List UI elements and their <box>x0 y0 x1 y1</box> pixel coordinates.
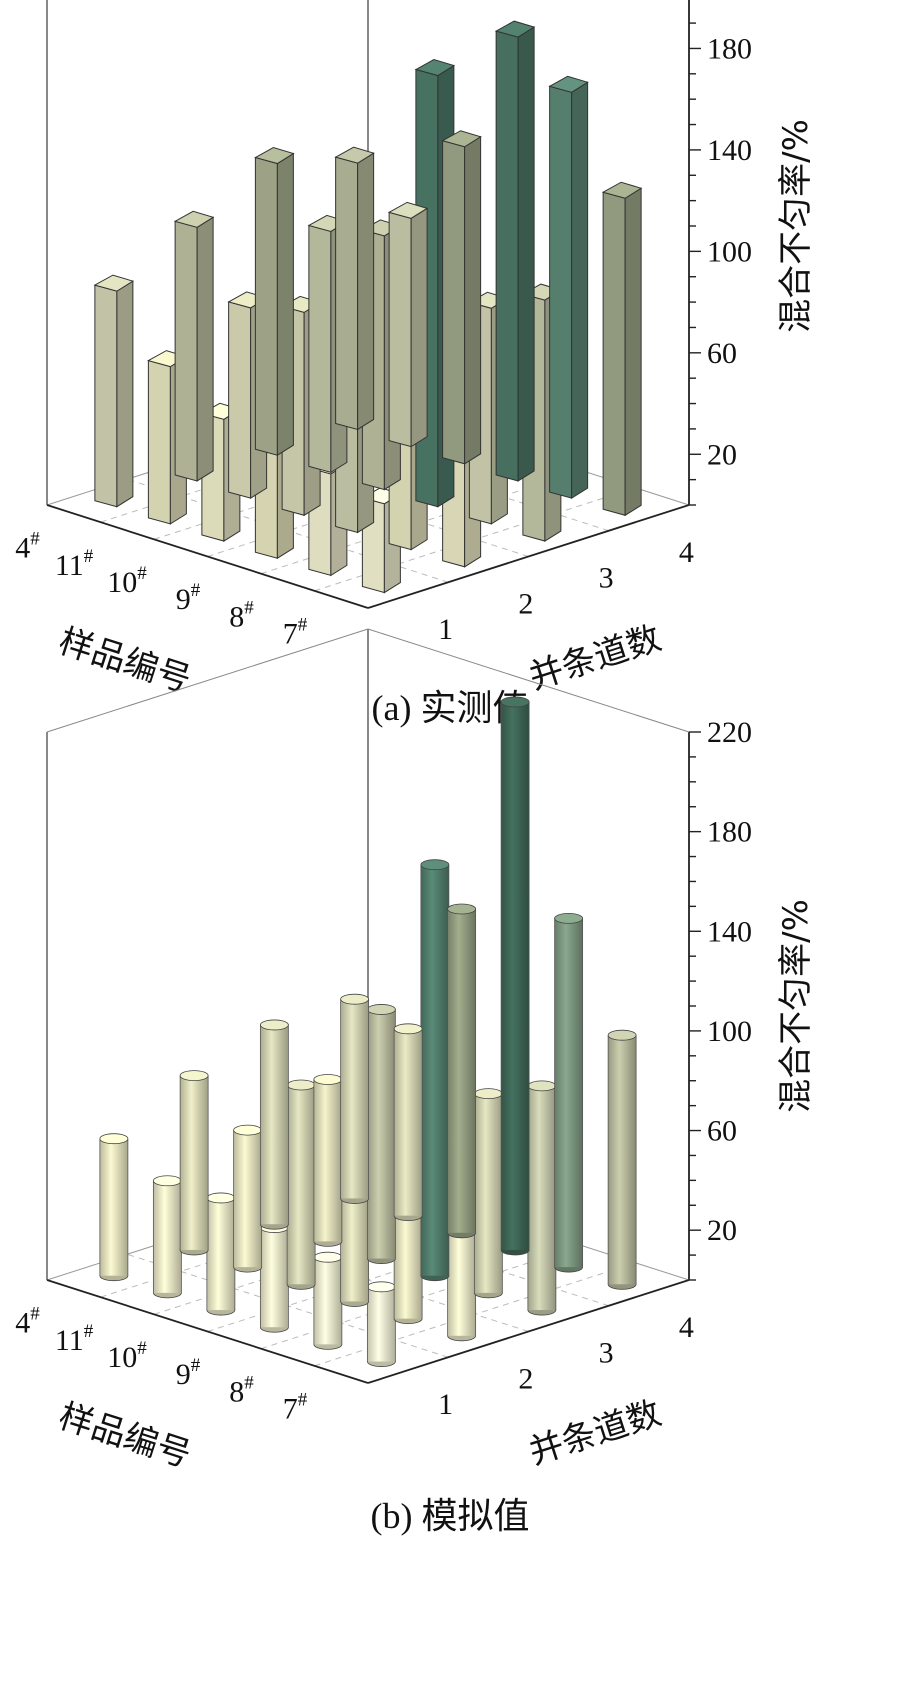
bar-sample-11-lane-4 <box>313 1251 343 1350</box>
bar-sample-7-lane-2 <box>254 146 295 457</box>
bar-sample-8-lane-3 <box>233 1124 263 1273</box>
bar-sample-7-lane-4 <box>99 1133 129 1282</box>
top-edge-left <box>46 628 369 733</box>
z-tick-label: 180 <box>707 32 752 65</box>
bar-sample-7-lane-3 <box>179 1070 209 1256</box>
bar-sample-9-lane-2 <box>366 1004 396 1264</box>
bar-sample-9-lane-4 <box>206 1192 236 1316</box>
sample-axis-title: 样品编号 <box>54 621 196 701</box>
z-tick-label: 100 <box>707 235 752 268</box>
bar-sample-7-lane-2 <box>259 1019 289 1230</box>
sample-tick-label: 9# <box>176 1355 201 1391</box>
chart-b-simulated: 20 60 100 140 180 220 混合不匀率/% 7# 8# 9# 10# 11# 4# 1 2 3… <box>15 628 816 1536</box>
bar-sample-7-lane-1 <box>334 146 375 431</box>
sample-tick-label: 8# <box>229 1372 254 1408</box>
bar-sample-10-lane-1 <box>494 20 536 482</box>
bar-sample-7-lane-1 <box>340 993 370 1204</box>
sample-tick-label: 8# <box>229 597 254 633</box>
sample-tick-label: 4# <box>15 1304 40 1340</box>
sample-tick-label: 9# <box>176 580 201 616</box>
z-tick-label: 20 <box>707 438 737 471</box>
z-tick-label: 60 <box>707 337 737 370</box>
lane-axis-line <box>367 504 690 609</box>
sample-tick-label: 11# <box>55 1321 94 1357</box>
z-tick-label: 220 <box>707 716 752 749</box>
bar-sample-9-lane-1 <box>441 130 482 465</box>
sample-axis-line <box>46 1279 369 1384</box>
bar-sample-4-lane-2 <box>527 1080 557 1316</box>
bar-sample-11-lane-1 <box>548 75 589 500</box>
chart-caption: (b) 模拟值 <box>371 1496 530 1536</box>
bar-sample-7-lane-3 <box>173 210 215 482</box>
bar-sample-8-lane-4 <box>152 1175 182 1299</box>
sample-axis-line <box>46 504 369 609</box>
top-edge-right <box>367 628 690 733</box>
sample-tick-label: 4# <box>15 529 40 565</box>
sample-tick-label: 10# <box>107 563 147 599</box>
lane-axis-line <box>367 1279 690 1384</box>
bar-sample-9-lane-3 <box>286 1079 316 1290</box>
lane-axis-title: 并条道数 <box>524 1393 666 1473</box>
bar-sample-10-lane-1 <box>500 696 530 1256</box>
lane-tick-label: 3 <box>599 562 614 595</box>
bar-sample-4-lane-1 <box>601 181 643 517</box>
sample-axis-title: 样品编号 <box>54 1396 196 1476</box>
bar-sample-8-lane-1 <box>393 1023 423 1222</box>
bar-sample-4-lane-1 <box>607 1029 637 1290</box>
bar-sample-11-lane-1 <box>554 912 584 1273</box>
z-tick-label: 140 <box>707 134 752 167</box>
bar-sample-10-lane-4 <box>259 1222 289 1333</box>
bar-sample-10-lane-2 <box>420 859 450 1282</box>
z-tick-label: 20 <box>707 1214 737 1247</box>
z-tick-label: 180 <box>707 816 752 849</box>
bar-sample-8-lane-1 <box>387 201 429 448</box>
z-tick-label: 60 <box>707 1115 737 1148</box>
bar-sample-8-lane-2 <box>313 1074 343 1247</box>
chart-a-measured: 2060100140180220混合不匀率/%7#8#9#10#11#4#123… <box>15 0 816 728</box>
bar-sample-7-lane-4 <box>93 274 135 508</box>
sample-tick-label: 7# <box>283 614 308 650</box>
sample-tick-label: 10# <box>107 1338 147 1374</box>
z-tick-label: 100 <box>707 1015 752 1048</box>
z-axis-title: 混合不匀率/% <box>776 119 816 333</box>
lane-tick-label: 4 <box>679 536 694 569</box>
lane-tick-label: 1 <box>438 1388 453 1421</box>
z-tick-label: 140 <box>707 915 752 948</box>
lane-tick-label: 2 <box>518 587 533 620</box>
lane-tick-label: 3 <box>599 1337 614 1370</box>
lane-tick-label: 4 <box>679 1311 694 1344</box>
bar-sample-9-lane-1 <box>447 903 477 1239</box>
z-axis-title: 混合不匀率/% <box>776 899 816 1113</box>
bar-sample-4-lane-4 <box>366 1281 396 1367</box>
lane-tick-label: 2 <box>518 1362 533 1395</box>
sample-tick-label: 7# <box>283 1389 308 1425</box>
sample-tick-label: 11# <box>55 546 94 582</box>
lane-tick-label: 1 <box>438 613 453 646</box>
bar-sample-11-lane-2 <box>473 1088 503 1299</box>
